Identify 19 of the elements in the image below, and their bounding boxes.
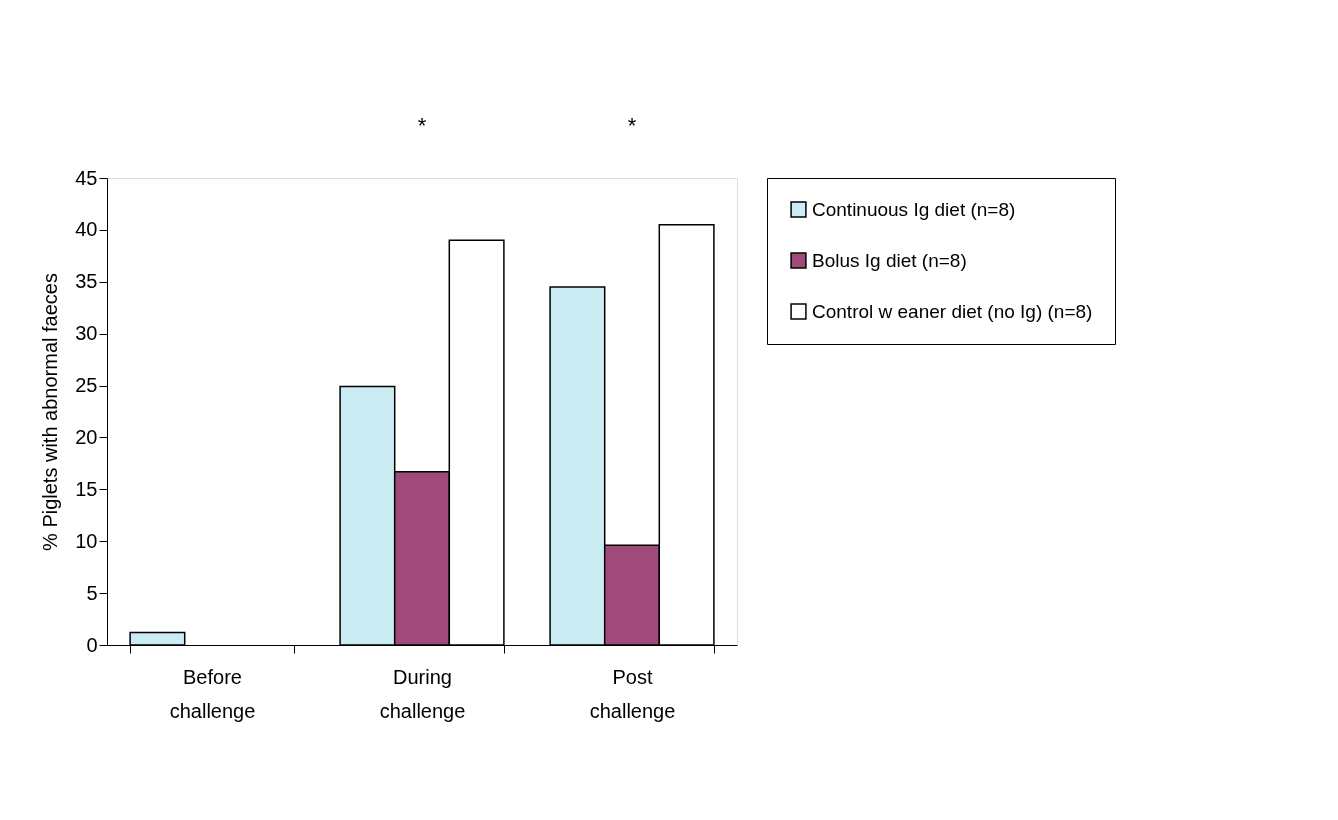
y-tick-label: 40 [75,218,98,241]
y-tick-label: 20 [75,425,98,448]
x-tick-label: During challenge [379,665,466,722]
legend-label: Control w eaner diet (no Ig) (n=8) [812,300,1093,322]
y-tick-label: 0 [86,633,98,656]
x-tick-label: Before challenge [169,665,256,722]
y-tick-label: 15 [75,477,98,500]
y-tick-label: 30 [75,322,98,345]
y-tick-label: 45 [75,166,98,189]
y-tick-label: 35 [75,270,98,293]
text: * [627,113,637,138]
y-tick-label: 25 [75,374,98,397]
y-tick-label: 10 [75,529,98,552]
x-tick-label: Post challenge [589,665,676,722]
y-axis-title: % Piglets with abnormal faeces [39,273,62,551]
y-tick-label: 5 [86,581,98,604]
legend-label: Bolus Ig diet (n=8) [812,249,967,271]
legend-label: Continuous Ig diet (n=8) [812,198,1016,220]
text: * [417,113,427,138]
